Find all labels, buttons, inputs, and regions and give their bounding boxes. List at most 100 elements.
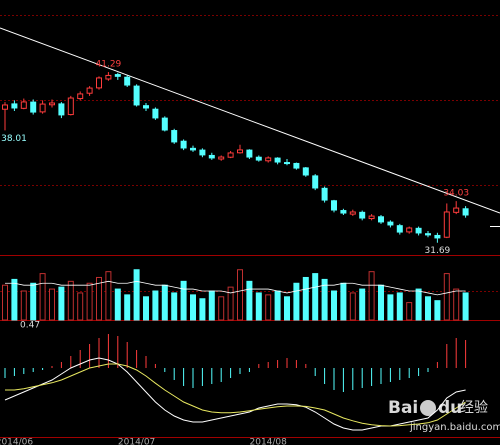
extreme-label: 38.01 <box>1 134 27 144</box>
volume-bar <box>199 298 206 321</box>
candle-body <box>237 149 243 154</box>
candle-body <box>208 154 215 159</box>
candle-body <box>284 162 290 165</box>
volume-bar <box>415 288 422 321</box>
x-tick-label: 2014/07 <box>118 438 155 445</box>
volume-bar <box>96 276 102 321</box>
candle-body <box>246 149 253 158</box>
candle-body <box>425 233 431 236</box>
volume-bar <box>180 280 187 321</box>
volume-bar <box>406 302 413 321</box>
volume-bar <box>462 292 469 321</box>
volume-bar <box>368 271 375 321</box>
volume-bar <box>246 280 253 321</box>
candle-body <box>124 76 131 86</box>
volume-bar <box>340 282 347 321</box>
candle-body <box>265 157 272 162</box>
volume-bar <box>86 282 93 321</box>
candle-body <box>180 140 187 149</box>
candle-body <box>302 167 309 176</box>
candle-body <box>218 156 225 160</box>
volume-bar <box>321 278 328 321</box>
volume-label: 0.47 <box>20 321 40 331</box>
candle-body <box>161 117 168 131</box>
volume-bar <box>331 290 337 321</box>
volume-bar <box>237 269 243 321</box>
candle-body <box>67 97 74 116</box>
volume-bar <box>312 273 319 321</box>
volume-bar <box>161 284 168 321</box>
candle-body <box>321 187 328 201</box>
candle-body <box>406 227 413 233</box>
volume-ma <box>5 280 466 296</box>
candle-body <box>105 74 112 80</box>
extreme-label: 34.03 <box>443 189 469 199</box>
volume-bar <box>453 288 460 321</box>
volume-bar <box>11 278 18 321</box>
volume-bar <box>293 282 300 321</box>
volume-bar <box>49 288 55 321</box>
trend-line <box>0 27 500 214</box>
candle-body <box>30 101 37 113</box>
volume-bar <box>105 271 112 321</box>
macd-line <box>5 363 466 427</box>
volume-bar <box>152 290 159 321</box>
candle-body <box>190 147 196 151</box>
x-tick-label: 2014/08 <box>250 438 288 445</box>
candle-body <box>39 103 46 113</box>
volume-bar <box>67 280 74 321</box>
volume-bar <box>143 296 149 321</box>
volume-bar <box>396 292 403 321</box>
watermark-text: Bai <box>388 398 418 418</box>
volume-bar <box>274 290 281 321</box>
candle-body <box>293 162 300 169</box>
volume-bar <box>190 294 196 321</box>
macd-line <box>4 357 466 431</box>
volume-bar <box>30 282 37 321</box>
candle-body <box>227 152 234 158</box>
candle-body <box>453 207 460 213</box>
volume-bar <box>227 286 234 321</box>
candle-body <box>199 149 206 156</box>
candle-body <box>86 87 93 94</box>
volume-bar <box>124 294 131 321</box>
volume-bar <box>302 276 309 321</box>
candle-body <box>2 104 8 110</box>
volume-bar <box>208 290 215 321</box>
watermark: Bai du 经验 jingyan.baidu.com <box>388 398 500 433</box>
candle-body <box>349 211 356 215</box>
candle-body <box>171 130 178 143</box>
watermark-text: du <box>438 398 462 418</box>
candle-body <box>133 85 140 106</box>
candle-body <box>434 234 441 239</box>
volume-bar <box>20 290 27 321</box>
candle-body <box>49 102 55 106</box>
volume-bar <box>425 296 431 321</box>
candle-body <box>462 208 469 216</box>
candle-body <box>415 227 422 234</box>
watermark-url: jingyan.baidu.com <box>409 422 500 433</box>
candle-body <box>274 157 281 163</box>
volume-bar <box>359 288 366 321</box>
volume-bar <box>434 300 441 321</box>
volume-bar <box>443 273 450 321</box>
candle-body <box>331 200 337 211</box>
volume-bar <box>255 292 262 321</box>
watermark-icon <box>420 400 436 416</box>
candle-body <box>143 105 149 109</box>
extreme-label: 31.69 <box>425 246 451 256</box>
candle-body <box>443 211 450 238</box>
candle-body <box>255 156 262 161</box>
candle-body <box>378 216 384 223</box>
volume-bar <box>77 292 84 321</box>
candle-body <box>58 103 65 116</box>
candle-body <box>96 77 102 89</box>
candle-body <box>387 221 394 226</box>
watermark-text: 经验 <box>460 400 488 416</box>
candle-body <box>152 108 159 119</box>
candle-body <box>359 211 366 219</box>
extreme-label: 41.29 <box>96 60 122 70</box>
candle-body <box>11 103 18 109</box>
